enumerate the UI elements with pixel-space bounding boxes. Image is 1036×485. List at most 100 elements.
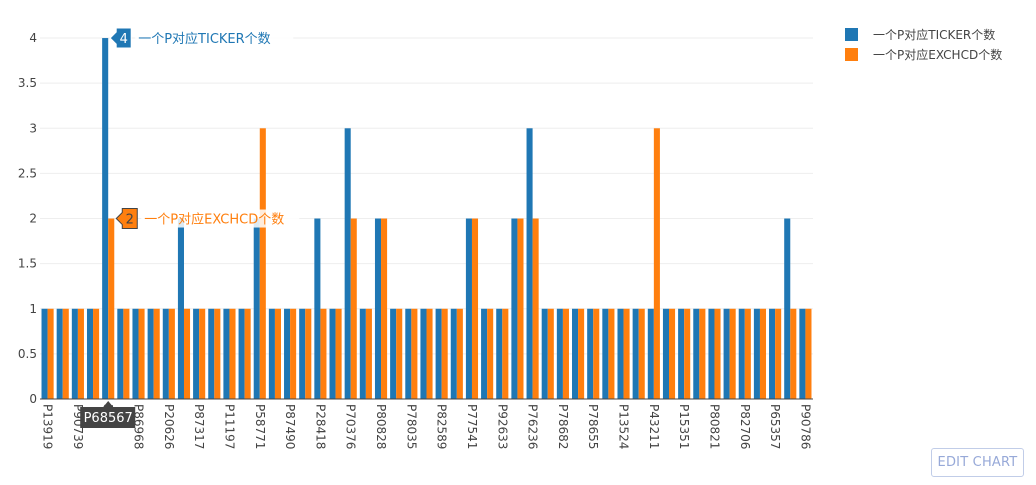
bar[interactable] (769, 308, 776, 399)
bar[interactable] (517, 218, 524, 399)
bar[interactable] (653, 128, 660, 400)
bar[interactable] (147, 308, 154, 399)
legend-swatch[interactable] (845, 28, 858, 41)
bar[interactable] (481, 308, 488, 399)
bar[interactable] (108, 218, 115, 399)
bar[interactable] (223, 308, 230, 399)
bar[interactable] (465, 218, 472, 399)
bar[interactable] (547, 308, 554, 399)
bar[interactable] (738, 308, 745, 399)
bar[interactable] (714, 308, 721, 399)
bar[interactable] (708, 308, 715, 399)
bar[interactable] (678, 308, 685, 399)
bar[interactable] (238, 308, 245, 399)
bar[interactable] (350, 218, 357, 399)
bar[interactable] (456, 308, 463, 399)
bar[interactable] (502, 308, 509, 399)
bar[interactable] (359, 308, 366, 399)
bar[interactable] (526, 128, 533, 400)
bar[interactable] (805, 308, 812, 399)
bar[interactable] (617, 308, 624, 399)
bar[interactable] (102, 38, 109, 400)
bars[interactable] (41, 38, 812, 400)
bar[interactable] (572, 308, 579, 399)
bar[interactable] (253, 218, 260, 399)
bar[interactable] (753, 308, 760, 399)
bar[interactable] (632, 308, 639, 399)
bar[interactable] (193, 308, 200, 399)
bar[interactable] (441, 308, 448, 399)
bar[interactable] (699, 308, 706, 399)
bar[interactable] (532, 218, 539, 399)
bar[interactable] (593, 308, 600, 399)
bar[interactable] (183, 308, 191, 399)
bar[interactable] (396, 308, 403, 399)
bar[interactable] (487, 308, 494, 399)
bar[interactable] (608, 308, 615, 399)
bar[interactable] (214, 308, 221, 399)
bar[interactable] (496, 308, 503, 399)
bar[interactable] (123, 308, 130, 399)
bar[interactable] (365, 308, 372, 399)
bar[interactable] (435, 308, 442, 399)
bar[interactable] (799, 308, 806, 399)
bar[interactable] (602, 308, 609, 399)
bar[interactable] (784, 218, 791, 399)
bar[interactable] (556, 308, 563, 399)
bar[interactable] (684, 308, 691, 399)
bar[interactable] (381, 218, 388, 399)
bar[interactable] (729, 308, 736, 399)
bar[interactable] (426, 308, 433, 399)
bar[interactable] (541, 308, 548, 399)
bar[interactable] (511, 218, 518, 399)
bar[interactable] (93, 308, 100, 399)
bar[interactable] (41, 308, 48, 399)
bar[interactable] (450, 308, 457, 399)
bar[interactable] (138, 308, 145, 399)
bar[interactable] (208, 308, 215, 399)
bar[interactable] (723, 308, 730, 399)
bar[interactable] (759, 308, 767, 399)
bar[interactable] (405, 308, 412, 399)
bar[interactable] (168, 308, 175, 399)
bar[interactable] (290, 308, 297, 399)
bar[interactable] (344, 128, 351, 400)
edit-chart-button[interactable]: EDIT CHART (931, 448, 1024, 477)
bar[interactable] (47, 308, 54, 399)
bar[interactable] (790, 308, 797, 399)
bar[interactable] (320, 308, 327, 399)
bar[interactable] (229, 308, 236, 399)
bar[interactable] (335, 308, 342, 399)
bar[interactable] (259, 128, 266, 400)
bar[interactable] (199, 308, 206, 399)
bar[interactable] (420, 308, 427, 399)
bar[interactable] (117, 308, 124, 399)
bar[interactable] (314, 218, 321, 399)
legend-swatch[interactable] (845, 48, 858, 61)
bar[interactable] (744, 308, 751, 399)
bar[interactable] (56, 308, 63, 399)
bar[interactable] (669, 308, 676, 399)
bar[interactable] (177, 218, 184, 399)
bar[interactable] (623, 308, 630, 399)
bar[interactable] (299, 308, 306, 399)
bar[interactable] (693, 308, 700, 399)
bar[interactable] (662, 308, 670, 399)
bar[interactable] (562, 308, 569, 399)
bar[interactable] (244, 308, 251, 399)
bar[interactable] (162, 308, 169, 399)
bar[interactable] (775, 308, 782, 399)
bar[interactable] (268, 308, 275, 399)
bar[interactable] (329, 308, 336, 399)
bar[interactable] (374, 218, 382, 399)
bar[interactable] (274, 308, 281, 399)
bar[interactable] (578, 308, 585, 399)
bar[interactable] (62, 308, 69, 399)
bar[interactable] (390, 308, 397, 399)
bar[interactable] (86, 308, 94, 399)
bar[interactable] (587, 308, 594, 399)
bar[interactable] (153, 308, 160, 399)
bar[interactable] (71, 308, 78, 399)
bar[interactable] (471, 218, 479, 399)
